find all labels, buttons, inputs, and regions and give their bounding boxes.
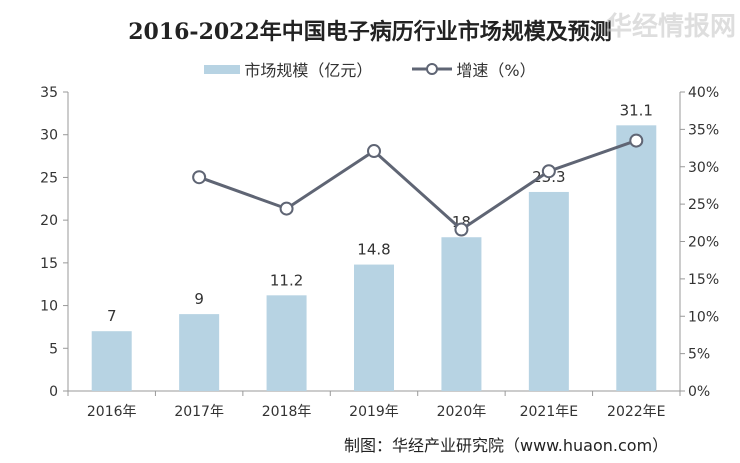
growth-point — [192, 170, 207, 185]
x-tick-label: 2022年E — [607, 404, 665, 420]
legend: 市场规模（亿元） 增速（%） — [0, 57, 740, 81]
bar — [441, 237, 482, 391]
bar-data-label: 7 — [107, 307, 117, 325]
y-tick-label: 30 — [40, 128, 58, 144]
legend-line-swatch — [412, 63, 453, 75]
y2-tick-label: 0% — [688, 384, 710, 400]
bar-data-label: 11.2 — [270, 271, 303, 289]
bar — [528, 191, 569, 391]
y2-tick-label: 40% — [688, 85, 719, 101]
y2-tick-label: 10% — [688, 309, 719, 325]
y2-tick-label: 25% — [688, 197, 719, 213]
x-tick-label: 2018年 — [262, 404, 312, 420]
y-tick-label: 10 — [40, 299, 58, 315]
growth-point — [541, 164, 556, 179]
growth-point — [367, 144, 381, 159]
bar — [91, 331, 132, 391]
y-tick-label: 35 — [40, 85, 58, 101]
y2-tick-label: 30% — [688, 160, 719, 176]
y-tick-label: 0 — [49, 384, 58, 400]
growth-point — [629, 133, 644, 148]
legend-label: 市场规模（亿元） — [244, 61, 373, 80]
x-tick-label: 2020年 — [437, 404, 487, 420]
bar-data-label: 31.1 — [620, 101, 653, 119]
x-tick-label: 2017年 — [174, 404, 224, 420]
y2-tick-label: 35% — [688, 122, 719, 138]
growth-point — [279, 201, 294, 216]
y-tick-label: 25 — [40, 170, 58, 186]
y2-tick-label: 5% — [688, 347, 710, 363]
y2-tick-label: 20% — [688, 235, 719, 251]
bar — [354, 264, 394, 391]
y-tick-label: 15 — [40, 256, 58, 272]
y-tick-label: 5 — [49, 341, 58, 357]
source-note: 制图：华经产业研究院（www.huaon.com） — [344, 436, 669, 455]
growth-line — [198, 139, 637, 232]
x-tick-label: 2021年E — [520, 404, 578, 420]
x-tick-label: 2019年 — [349, 404, 399, 420]
chart-title: 2016-2022年中国电子病历行业市场规模及预测 — [128, 19, 612, 45]
bar-data-label: 9 — [194, 290, 204, 308]
y2-tick-label: 15% — [688, 272, 719, 288]
bar — [179, 314, 220, 391]
legend-label: 增速（%） — [456, 61, 536, 80]
watermark-logo: 华经情报网 — [606, 12, 737, 42]
bar — [266, 295, 307, 391]
legend-item-growth: 增速（%） — [412, 57, 536, 81]
bar — [616, 125, 657, 392]
x-tick-label: 2016年 — [87, 404, 137, 420]
legend-item-market-size: 市场规模（亿元） — [204, 57, 372, 81]
bar-data-label: 14.8 — [357, 241, 390, 259]
growth-point — [454, 222, 469, 237]
y-tick-label: 20 — [40, 213, 58, 229]
legend-bar-swatch — [204, 64, 241, 74]
